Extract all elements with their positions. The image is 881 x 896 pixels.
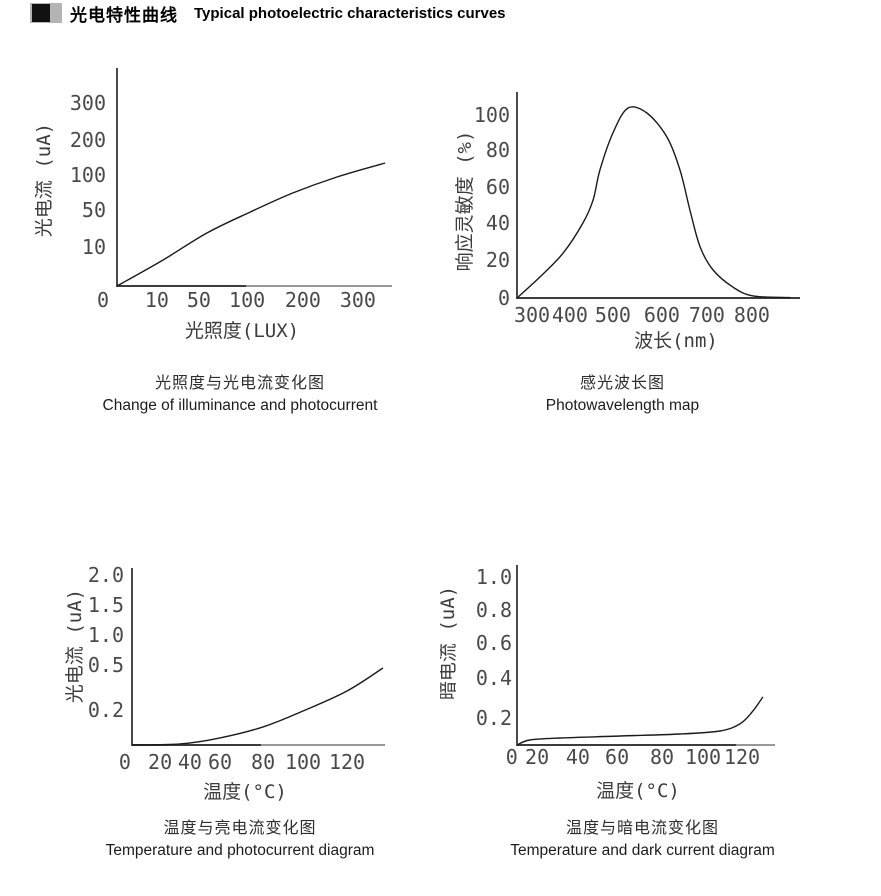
y-tick-label: 1.0	[88, 623, 124, 647]
y-tick-label: 300	[70, 91, 106, 115]
y-tick-label: 50	[82, 198, 106, 222]
caption-spectral-response: 感光波长图 Photowavelength map	[450, 373, 795, 416]
y-axis-label: 暗电流 (uA)	[440, 586, 459, 700]
x-axis-label: 波长(nm)	[634, 330, 718, 352]
x-tick-label: 300	[340, 288, 376, 312]
chart-temperature-photocurrent: 0 20 40 60 80 100 120 0.2 0.5 1.0 1.5 2.0 温度(°C) 光电流 …	[35, 555, 400, 807]
x-tick-label: 0	[97, 288, 109, 312]
section-title-en: Typical photoelectric characteristics cu…	[194, 4, 506, 22]
x-tick-label: 700	[689, 303, 725, 327]
chart-illuminance-photocurrent: 0 10 50 100 200 300 10 50 100 200 300 光照度(LUX) 光电流 (…	[35, 60, 400, 352]
y-tick-label: 0.2	[88, 698, 124, 722]
x-tick-label: 10	[145, 288, 169, 312]
caption-en: Photowavelength map	[545, 397, 700, 414]
x-axis-label: 温度(°C)	[203, 781, 287, 803]
x-tick-label: 100	[229, 288, 265, 312]
y-tick-label: 1.5	[88, 593, 124, 617]
y-tick-label: 200	[70, 128, 106, 152]
x-axis-label: 温度(°C)	[596, 780, 680, 802]
x-axis-label: 光照度(LUX)	[185, 320, 299, 342]
caption-cn: 温度与暗电流变化图	[565, 820, 719, 837]
y-tick-label: 80	[486, 138, 510, 162]
y-tick-label: 100	[70, 163, 106, 187]
caption-en: Change of illuminance and photocurrent	[102, 397, 378, 414]
x-tick-label: 20	[525, 745, 549, 769]
data-curve	[516, 106, 791, 299]
y-tick-label: 0.2	[476, 706, 512, 730]
x-tick-label: 0	[506, 745, 518, 769]
temperature-photocurrent-plot: 0 20 40 60 80 100 120 0.2 0.5 1.0 1.5 2.0 温度(°C) 光电流 …	[64, 563, 385, 803]
y-tick-label: 20	[486, 248, 510, 272]
section-bullet-icon	[32, 4, 50, 22]
data-curve	[116, 162, 386, 287]
x-tick-label: 100	[285, 750, 321, 774]
y-tick-label: 1.0	[476, 565, 512, 589]
x-tick-label: 500	[595, 303, 631, 327]
y-axis-label: 光电流 (uA)	[35, 123, 55, 237]
x-tick-label: 300	[514, 303, 550, 327]
data-curve	[516, 696, 764, 746]
caption-cn: 温度与亮电流变化图	[163, 820, 317, 837]
caption-en: Temperature and dark current diagram	[510, 842, 775, 859]
y-tick-label: 2.0	[88, 563, 124, 587]
x-tick-label: 80	[251, 750, 275, 774]
chart-spectral-response: 300 400 500 600 700 800 0 20 40 60 80 100 波长(nm) 响应灵敏…	[440, 85, 861, 360]
x-tick-label: 400	[552, 303, 588, 327]
illuminance-photocurrent-plot: 0 10 50 100 200 300 10 50 100 200 300 光照度(LUX) 光电流 (…	[35, 68, 392, 342]
section-title-cn: 光电特性曲线	[70, 5, 178, 25]
x-tick-label: 60	[605, 745, 629, 769]
y-tick-label: 40	[486, 211, 510, 235]
x-tick-label: 120	[329, 750, 365, 774]
y-tick-label: 60	[486, 175, 510, 199]
temperature-darkcurrent-plot: 0 20 40 60 80 100 120 0.2 0.4 0.6 0.8 1.0 温度(°C) 暗电流 …	[440, 565, 775, 802]
caption-temperature-darkcurrent: 温度与暗电流变化图 Temperature and dark current d…	[450, 818, 835, 861]
y-tick-label: 0.4	[476, 666, 512, 690]
y-tick-label: 100	[474, 103, 510, 127]
x-tick-label: 600	[644, 303, 680, 327]
caption-illuminance-photocurrent: 光照度与光电流变化图 Change of illuminance and pho…	[35, 373, 445, 416]
x-tick-label: 20	[148, 750, 172, 774]
x-tick-label: 40	[178, 750, 202, 774]
y-tick-label: 0.5	[88, 653, 124, 677]
section-bullet-gray	[30, 3, 62, 23]
y-axis-label: 响应灵敏度 (%)	[454, 131, 476, 272]
x-tick-label: 60	[208, 750, 232, 774]
x-tick-label: 40	[566, 745, 590, 769]
y-axis-label: 光电流 (uA)	[64, 589, 86, 703]
x-tick-label: 50	[187, 288, 211, 312]
y-tick-label: 0.8	[476, 598, 512, 622]
x-tick-label: 100	[685, 745, 721, 769]
y-tick-label: 0	[498, 286, 510, 310]
caption-temperature-photocurrent: 温度与亮电流变化图 Temperature and photocurrent d…	[35, 818, 445, 861]
caption-cn: 感光波长图	[579, 375, 665, 392]
spectral-response-plot: 300 400 500 600 700 800 0 20 40 60 80 100 波长(nm) 响应灵敏…	[454, 92, 800, 352]
y-tick-label: 0.6	[476, 631, 512, 655]
y-tick-label: 10	[82, 235, 106, 259]
x-tick-label: 200	[285, 288, 321, 312]
caption-cn: 光照度与光电流变化图	[154, 375, 325, 392]
x-tick-label: 800	[734, 303, 770, 327]
x-tick-label: 120	[724, 745, 760, 769]
x-tick-label: 80	[650, 745, 674, 769]
section-header: 光电特性曲线 Typical photoelectric characteris…	[30, 2, 506, 25]
caption-en: Temperature and photocurrent diagram	[105, 842, 375, 859]
chart-temperature-darkcurrent: 0 20 40 60 80 100 120 0.2 0.4 0.6 0.8 1.0 温度(°C) 暗电流 …	[440, 552, 861, 804]
data-curve	[131, 667, 384, 746]
x-tick-label: 0	[119, 750, 131, 774]
